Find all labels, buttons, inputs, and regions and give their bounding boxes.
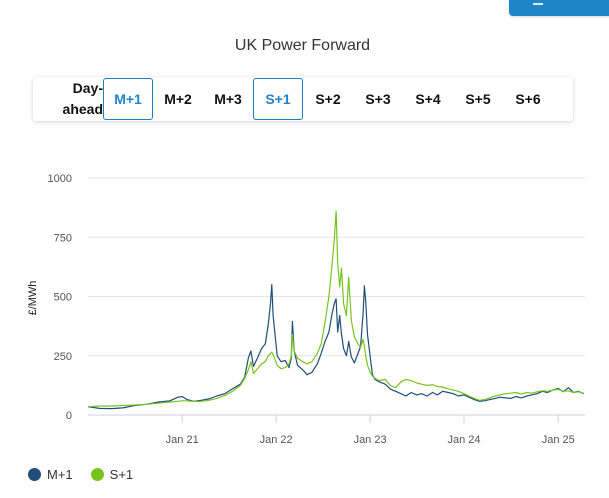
- tab-s3[interactable]: S+3: [353, 78, 403, 120]
- legend-item-m1[interactable]: M+1: [28, 467, 73, 482]
- tab-s4-label: S+4: [415, 91, 441, 107]
- tab-s4[interactable]: S+4: [403, 78, 453, 120]
- series-line-m1: [87, 284, 584, 410]
- tab-s3-label: S+3: [365, 91, 391, 107]
- x-tick-label: Jan 23: [354, 434, 387, 446]
- tab-m3[interactable]: M+3: [203, 78, 253, 120]
- legend-item-s1[interactable]: S+1: [90, 467, 134, 482]
- y-axis: 0 250 500 750 1000: [48, 173, 72, 422]
- action-icon: [533, 3, 543, 5]
- y-tick-label: 0: [66, 410, 72, 422]
- tab-day-ahead-label: Day-ahead: [62, 80, 103, 117]
- tab-m3-label: M+3: [214, 91, 242, 107]
- legend-label-s1: S+1: [109, 467, 134, 482]
- tab-m1[interactable]: M+1: [103, 78, 153, 120]
- tab-s2-label: S+2: [315, 91, 341, 107]
- tab-m1-label: M+1: [114, 91, 142, 107]
- top-action-button[interactable]: [509, 0, 609, 16]
- x-axis: Jan 21 Jan 22 Jan 23 Jan 24 Jan 25: [166, 415, 575, 446]
- y-tick-label: 500: [54, 292, 72, 304]
- tab-s5[interactable]: S+5: [453, 78, 503, 120]
- legend-dot-m1: [28, 468, 41, 481]
- x-tick-label: Jan 22: [260, 434, 293, 446]
- chart-legend: M+1 S+1: [28, 467, 151, 482]
- tab-m2[interactable]: M+2: [153, 78, 203, 120]
- y-tick-label: 1000: [48, 173, 72, 185]
- tab-day-ahead[interactable]: Day-ahead: [49, 78, 103, 120]
- tab-s6[interactable]: S+6: [503, 78, 553, 120]
- x-tick-label: Jan 25: [542, 434, 575, 446]
- chart-title: UK Power Forward: [234, 37, 371, 54]
- x-tick-label: Jan 21: [166, 434, 199, 446]
- series-line-s1: [87, 210, 584, 408]
- tab-s5-label: S+5: [465, 91, 491, 107]
- legend-dot-s1: [90, 468, 104, 481]
- tab-s1[interactable]: S+1: [253, 78, 303, 120]
- y-tick-label: 750: [54, 232, 72, 244]
- y-grid: [88, 177, 585, 416]
- x-tick-label: Jan 24: [448, 434, 481, 446]
- series-lines: [87, 210, 584, 410]
- y-tick-label: 250: [54, 351, 72, 363]
- tab-s6-label: S+6: [515, 91, 541, 107]
- contract-tab-bar: Day-ahead M+1 M+2 M+3 S+1 S+2 S+3 S+4 S+…: [33, 77, 573, 121]
- legend-label-m1: M+1: [47, 467, 73, 482]
- tab-s2[interactable]: S+2: [303, 78, 353, 120]
- tab-m2-label: M+2: [164, 91, 192, 107]
- y-axis-label: £/MWh: [27, 281, 39, 316]
- tab-s1-label: S+1: [265, 91, 291, 107]
